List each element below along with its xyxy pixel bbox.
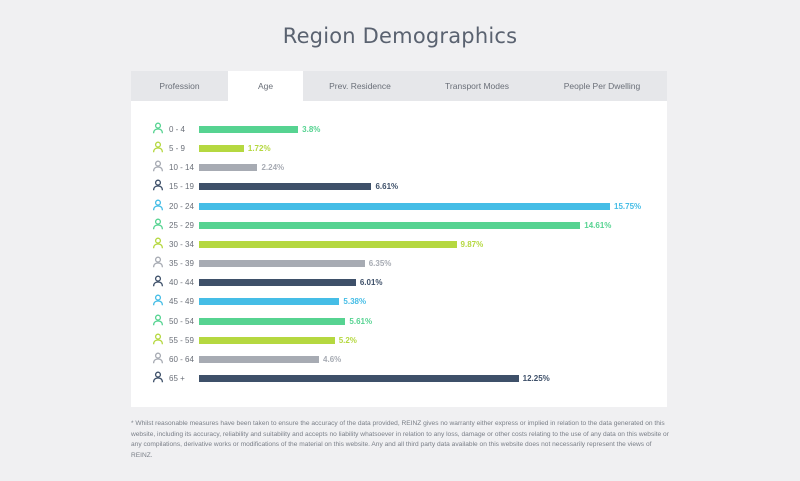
data-label: 14.61% <box>584 220 612 230</box>
chart-row: 20 - 24 15.75% <box>131 197 667 216</box>
chart-row: 10 - 14 2.24% <box>131 158 667 177</box>
tick-label: 0 - 4 <box>169 125 186 134</box>
disclaimer-text: * Whilst reasonable measures have been t… <box>131 420 669 459</box>
chart-row: 60 - 64 4.6% <box>131 350 667 369</box>
person-icon <box>152 141 164 153</box>
bar <box>199 298 340 306</box>
data-label: 5.2% <box>338 335 357 345</box>
bar <box>199 221 581 229</box>
chart-row: 65 + 12.25% <box>131 369 667 388</box>
tab-age[interactable]: Age <box>228 71 303 101</box>
data-label: 6.61% <box>375 182 399 192</box>
chart-row: 55 - 59 5.2% <box>131 331 667 350</box>
tick-label: 45 - 49 <box>169 297 194 307</box>
tab-people-per-dwelling[interactable]: People Per Dwelling <box>563 81 641 91</box>
data-label: 1.72% <box>247 144 271 154</box>
person-icon <box>152 333 164 344</box>
bar <box>199 279 356 287</box>
tick-label: 5 - 9 <box>169 144 186 154</box>
data-label: 9.87% <box>460 239 484 249</box>
chart-row: 25 - 29 14.61% <box>131 216 667 235</box>
person-icon <box>152 218 164 229</box>
chart-row: 5 - 9 1.72% <box>131 139 667 158</box>
data-label: 12.25% <box>522 373 550 383</box>
chart-row: 15 - 19 6.61% <box>131 177 667 196</box>
tick-label: 40 - 44 <box>169 278 194 288</box>
bar <box>199 336 335 344</box>
person-icon <box>152 179 164 191</box>
tick-label: 15 - 19 <box>169 182 194 192</box>
tick-label: 55 - 59 <box>169 335 194 345</box>
chart-row: 50 - 54 5.61% <box>131 312 667 331</box>
person-icon <box>152 237 164 249</box>
bar <box>199 164 258 172</box>
bar <box>199 355 320 363</box>
chart-row: 0 - 4 3.8% <box>131 120 667 139</box>
person-icon <box>152 314 164 325</box>
tab-prev-residence[interactable]: Prev. Residence <box>329 81 391 91</box>
bar <box>199 183 372 191</box>
bar <box>199 145 244 153</box>
tick-label: 60 - 64 <box>169 354 194 364</box>
tab-bar: Profession Age Prev. Residence Transport… <box>131 71 667 101</box>
bar <box>199 260 365 268</box>
person-icon <box>152 160 164 172</box>
data-label: 4.6% <box>323 354 342 364</box>
person-icon <box>152 352 164 364</box>
tick-label: 50 - 54 <box>169 316 194 326</box>
person-icon <box>152 122 164 134</box>
tick-label: 65 + <box>169 373 185 383</box>
age-chart: 0 - 4 3.8% 5 - 9 1.72% 10 - 14 2.24% 15 - 19 6.… <box>131 101 667 407</box>
tab-profession[interactable]: Profession <box>159 81 200 91</box>
chart-row: 45 - 49 5.38% <box>131 292 667 311</box>
tick-label: 25 - 29 <box>169 220 194 230</box>
person-icon <box>152 256 164 268</box>
person-icon <box>152 275 164 287</box>
tick-label: 30 - 34 <box>169 239 194 249</box>
bar <box>199 240 457 248</box>
data-label: 2.24% <box>261 163 285 173</box>
data-label: 3.8% <box>302 125 321 134</box>
data-label: 6.01% <box>359 278 383 288</box>
chart-row: 30 - 34 9.87% <box>131 235 667 254</box>
bar <box>199 317 346 325</box>
tick-label: 35 - 39 <box>169 259 194 269</box>
chart-row: 35 - 39 6.35% <box>131 254 667 273</box>
chart-row: 40 - 44 6.01% <box>131 273 667 292</box>
person-icon <box>152 371 164 383</box>
person-icon <box>152 199 164 210</box>
page-title: Region Demographics <box>282 24 518 48</box>
data-label: 5.38% <box>343 297 367 307</box>
bar <box>199 126 299 133</box>
tick-label: 20 - 24 <box>169 201 194 211</box>
tick-label: 10 - 14 <box>169 163 194 173</box>
tab-transport-modes[interactable]: Transport Modes <box>445 81 509 91</box>
bar <box>199 202 610 210</box>
data-label: 15.75% <box>614 201 642 211</box>
data-label: 6.35% <box>368 259 392 269</box>
data-label: 5.61% <box>349 316 373 326</box>
person-icon <box>152 294 164 306</box>
bar <box>199 374 519 382</box>
